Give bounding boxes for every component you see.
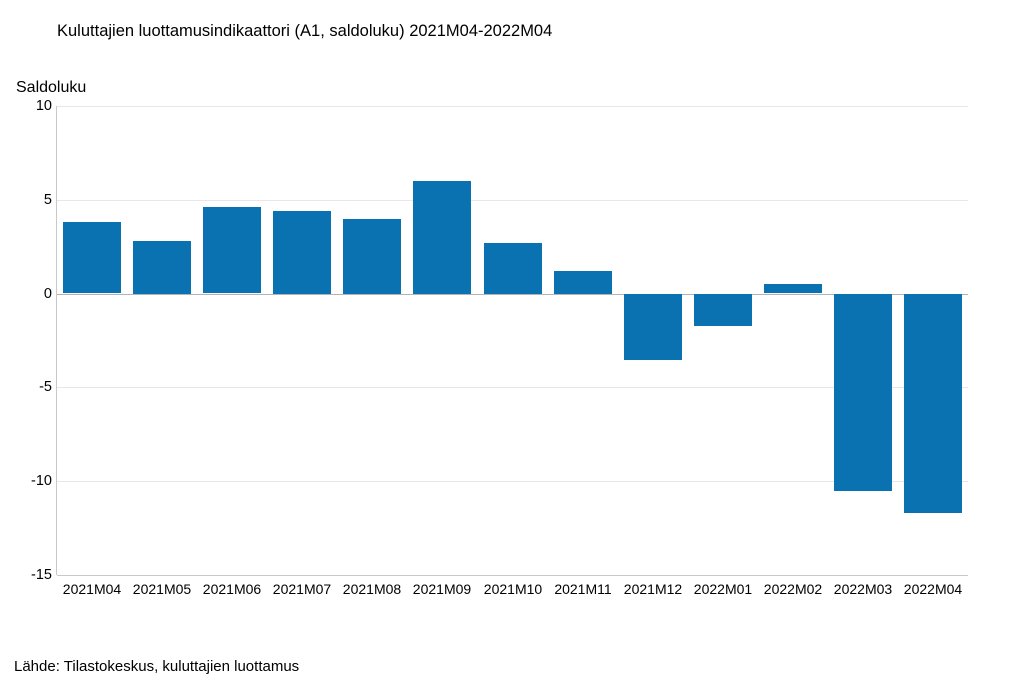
bar-2021M10 bbox=[484, 243, 542, 294]
bar-2022M01 bbox=[694, 294, 752, 326]
source-caption: Lähde: Tilastokeskus, kuluttajien luotta… bbox=[14, 658, 300, 675]
y-axis-line bbox=[56, 106, 57, 575]
bar-2021M04 bbox=[63, 222, 121, 293]
x-tick-label-2021M08: 2021M08 bbox=[342, 581, 402, 597]
x-tick-label-2022M01: 2022M01 bbox=[693, 581, 753, 597]
x-tick-label-2021M04: 2021M04 bbox=[62, 581, 122, 597]
x-tick-label-2021M09: 2021M09 bbox=[412, 581, 472, 597]
x-tick-label-2021M10: 2021M10 bbox=[483, 581, 543, 597]
bar-2021M07 bbox=[273, 211, 331, 294]
x-tick-label-2021M05: 2021M05 bbox=[132, 581, 192, 597]
bar-2021M08 bbox=[343, 219, 401, 294]
x-tick-label-2021M12: 2021M12 bbox=[623, 581, 683, 597]
chart-title: Kuluttajien luottamusindikaattori (A1, s… bbox=[57, 22, 553, 40]
y-tick-label--15: -15 bbox=[31, 567, 52, 583]
x-tick-label-2022M02: 2022M02 bbox=[763, 581, 823, 597]
bar-2021M11 bbox=[554, 271, 612, 294]
y-axis-title: Saldoluku bbox=[16, 79, 87, 96]
zero-gridline bbox=[57, 294, 968, 295]
gridline-y--10 bbox=[57, 481, 968, 482]
y-tick-label--10: -10 bbox=[31, 473, 52, 489]
y-tick-label-0: 0 bbox=[43, 286, 52, 302]
x-tick-label-2022M04: 2022M04 bbox=[903, 581, 963, 597]
bar-2022M03 bbox=[834, 294, 892, 491]
y-tick-label--5: -5 bbox=[39, 379, 52, 395]
gridline-y-10 bbox=[57, 106, 968, 107]
bar-2021M06 bbox=[203, 207, 261, 293]
gridline-y-5 bbox=[57, 200, 968, 201]
x-tick-label-2022M03: 2022M03 bbox=[833, 581, 893, 597]
bar-2021M05 bbox=[133, 241, 191, 294]
bar-2021M09 bbox=[413, 181, 471, 294]
x-tick-label-2021M06: 2021M06 bbox=[202, 581, 262, 597]
bar-2021M12 bbox=[624, 294, 682, 360]
x-tick-label-2021M11: 2021M11 bbox=[554, 581, 612, 597]
gridline-y--15 bbox=[57, 575, 968, 576]
y-tick-label-5: 5 bbox=[43, 192, 52, 208]
gridline-y--5 bbox=[57, 387, 968, 388]
y-tick-label-10: 10 bbox=[35, 98, 52, 114]
bar-2022M04 bbox=[904, 294, 962, 513]
x-tick-label-2021M07: 2021M07 bbox=[272, 581, 332, 597]
bar-2022M02 bbox=[764, 284, 822, 293]
